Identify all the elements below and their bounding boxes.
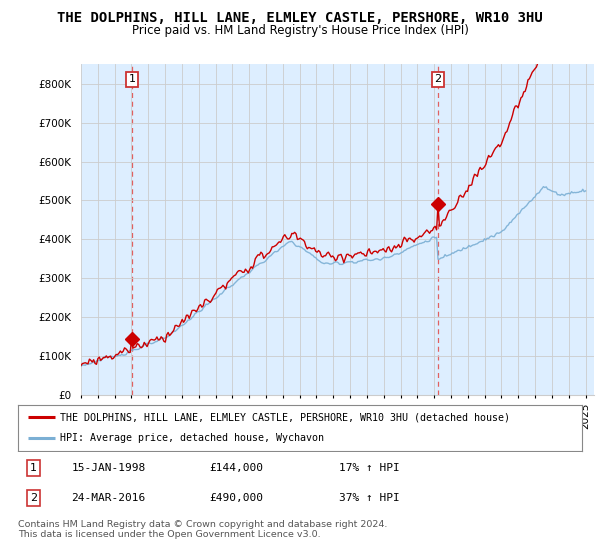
Text: £144,000: £144,000 <box>210 463 264 473</box>
Text: £490,000: £490,000 <box>210 493 264 503</box>
Text: 37% ↑ HPI: 37% ↑ HPI <box>340 493 400 503</box>
Text: 1: 1 <box>30 463 37 473</box>
Text: HPI: Average price, detached house, Wychavon: HPI: Average price, detached house, Wych… <box>60 433 325 444</box>
Text: 2: 2 <box>30 493 37 503</box>
Text: THE DOLPHINS, HILL LANE, ELMLEY CASTLE, PERSHORE, WR10 3HU: THE DOLPHINS, HILL LANE, ELMLEY CASTLE, … <box>57 11 543 25</box>
Text: Price paid vs. HM Land Registry's House Price Index (HPI): Price paid vs. HM Land Registry's House … <box>131 24 469 36</box>
Text: THE DOLPHINS, HILL LANE, ELMLEY CASTLE, PERSHORE, WR10 3HU (detached house): THE DOLPHINS, HILL LANE, ELMLEY CASTLE, … <box>60 412 510 422</box>
Text: Contains HM Land Registry data © Crown copyright and database right 2024.
This d: Contains HM Land Registry data © Crown c… <box>18 520 388 539</box>
Text: 15-JAN-1998: 15-JAN-1998 <box>71 463 146 473</box>
Text: 1: 1 <box>128 74 136 85</box>
Text: 2: 2 <box>434 74 442 85</box>
Text: 24-MAR-2016: 24-MAR-2016 <box>71 493 146 503</box>
Text: 17% ↑ HPI: 17% ↑ HPI <box>340 463 400 473</box>
